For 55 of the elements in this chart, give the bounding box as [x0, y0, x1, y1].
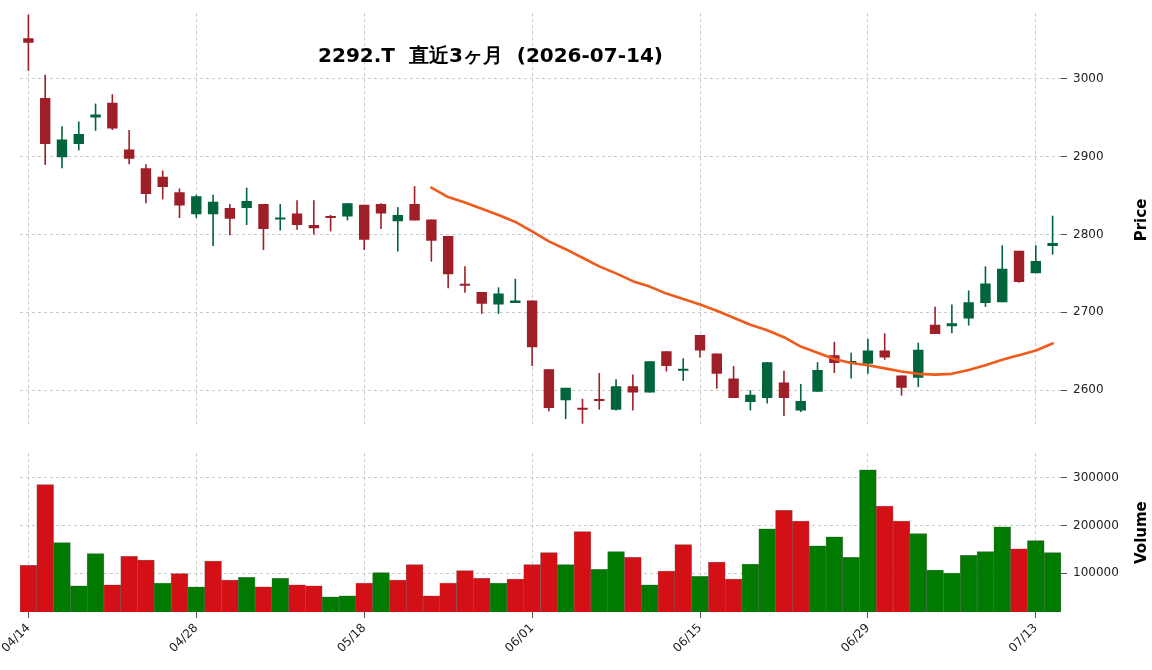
candlestick	[291, 199, 303, 231]
candlestick	[392, 206, 403, 253]
candlestick	[627, 373, 639, 412]
candlestick	[577, 397, 588, 425]
candlestick	[728, 365, 739, 399]
candlestick	[123, 129, 135, 166]
candlestick	[459, 265, 471, 294]
candlestick	[661, 350, 672, 373]
candlestick	[174, 187, 185, 219]
candlestick	[375, 202, 387, 230]
candlestick	[157, 169, 168, 201]
candlestick	[241, 186, 252, 226]
y-tick-label: 3000	[1073, 70, 1104, 85]
candlestick	[594, 372, 605, 411]
candlestick	[275, 203, 286, 232]
y-axis-title: Price	[1131, 198, 1150, 242]
candlestick	[963, 289, 974, 327]
candlestick	[426, 218, 437, 263]
candlestick	[812, 361, 823, 393]
y-tick-label: 2600	[1073, 382, 1104, 397]
candlestick	[711, 352, 722, 390]
candlestick	[56, 125, 68, 169]
text: 2292.T 直近3ヶ月 (2026-07-14)	[318, 43, 663, 68]
candlestick	[409, 185, 420, 222]
candlestick	[745, 389, 756, 412]
candlestick	[1047, 214, 1058, 256]
candlestick	[493, 286, 504, 315]
candlestick	[510, 278, 521, 304]
candlestick	[896, 374, 907, 397]
y-axis-title: Volume	[1131, 501, 1150, 564]
y-tick-label: 2800	[1073, 226, 1104, 241]
candlestick	[879, 332, 890, 361]
candlestick	[929, 306, 941, 335]
candlestick	[610, 378, 622, 412]
candlestick	[308, 199, 320, 236]
y-tick-label: 2700	[1073, 304, 1104, 319]
y-tick-label: 200000	[1073, 517, 1119, 532]
y-tick-label: 100000	[1073, 565, 1119, 580]
candlestick	[946, 303, 958, 335]
candlestick	[207, 193, 219, 247]
candlestick	[1030, 244, 1042, 275]
candlestick	[795, 383, 806, 413]
candlestick	[980, 265, 991, 308]
candlestick	[778, 369, 790, 417]
candlestick	[73, 120, 84, 152]
candlestick	[862, 337, 874, 375]
candlestick	[90, 102, 101, 132]
candlestick	[191, 193, 202, 219]
y-tick-label: 2900	[1073, 148, 1104, 163]
candlestick	[224, 203, 236, 236]
candlestick	[678, 357, 689, 382]
candlestick	[560, 387, 571, 420]
candlestick	[476, 291, 487, 315]
y-tick-label: 300000	[1073, 470, 1119, 485]
candlestick	[23, 13, 34, 72]
